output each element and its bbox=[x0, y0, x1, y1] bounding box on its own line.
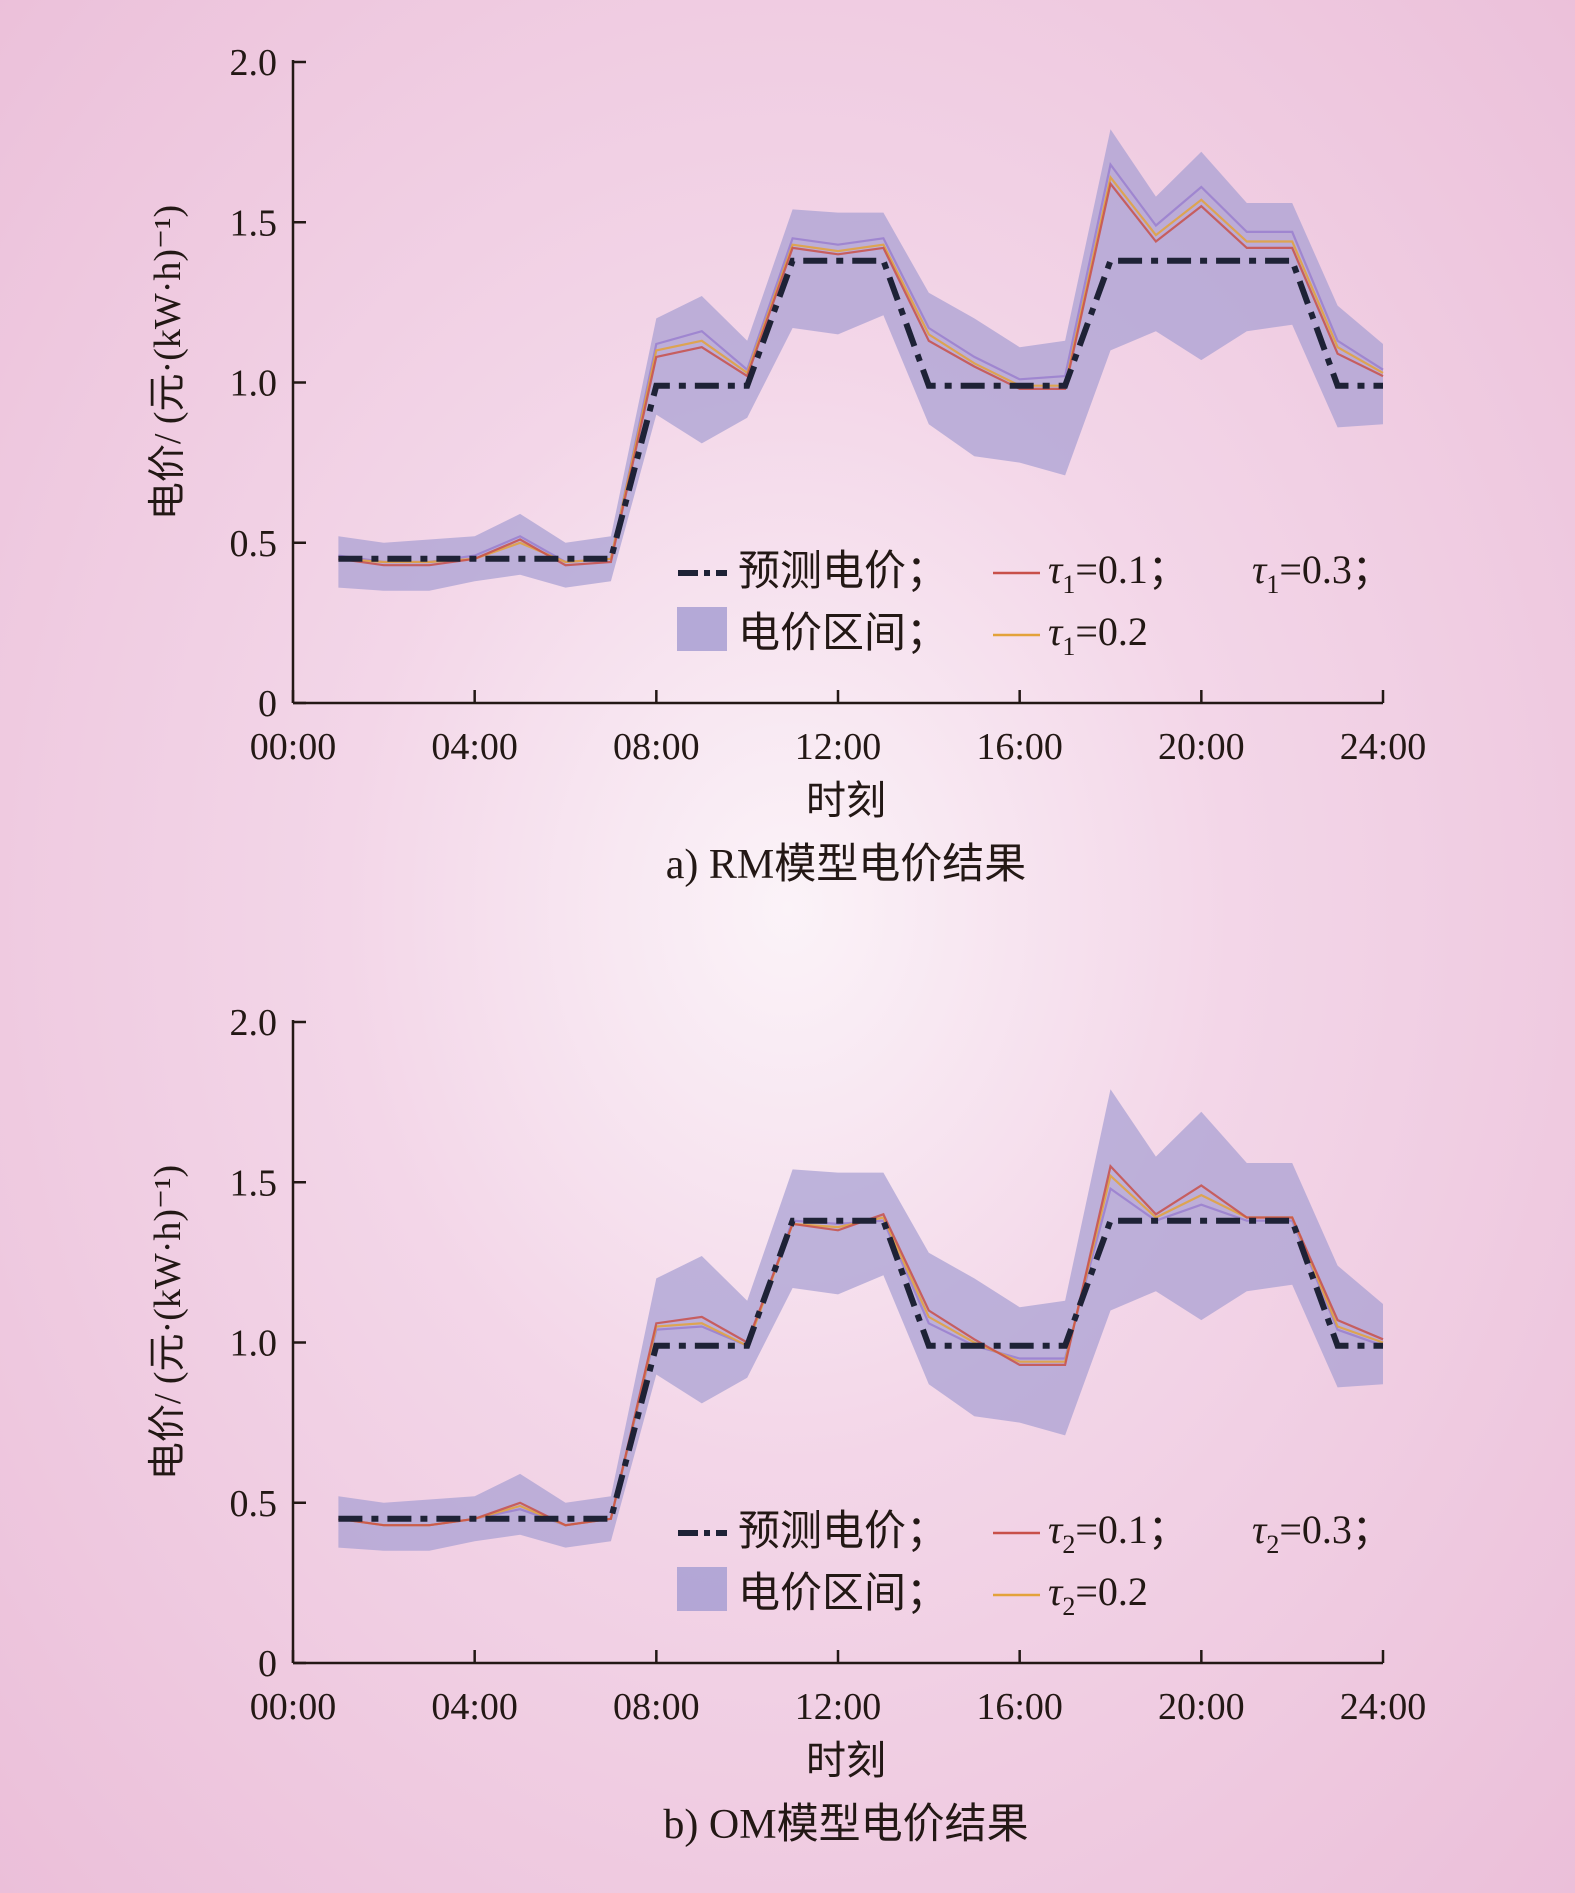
legend-band-label: 电价区间； bbox=[738, 611, 948, 657]
x-tick-label: 24:00 bbox=[1340, 726, 1427, 768]
legend-tau-label-2: τ2=0.2 bbox=[1048, 1569, 1148, 1621]
x-axis-label: 时刻 bbox=[806, 778, 886, 823]
x-tick-label: 04:00 bbox=[431, 1686, 518, 1728]
x-tick-label: 08:00 bbox=[613, 1686, 700, 1728]
y-tick-label: 0.5 bbox=[230, 523, 278, 565]
legend-tau-label-2: τ1=0.2 bbox=[1048, 609, 1148, 661]
tau-series-line-2 bbox=[338, 174, 1384, 564]
x-tick-label: 00:00 bbox=[250, 726, 337, 768]
y-tick-label: 0.5 bbox=[230, 1483, 278, 1525]
y-axis-label: 电价/ (元·(kW·h)⁻¹) bbox=[147, 205, 189, 520]
chart-panel-a: 0 0.5 1.0 1.5 2.0 00:00 04:00 08:00 12:00 16:00 20… bbox=[147, 42, 1426, 888]
x-tick-label: 20:00 bbox=[1158, 726, 1245, 768]
x-tick-label: 12:00 bbox=[795, 726, 882, 768]
forecast-price-line bbox=[338, 1217, 1383, 1522]
chart-caption: a) RM模型电价结果 bbox=[666, 842, 1027, 888]
y-tick-label: 0 bbox=[258, 1643, 277, 1685]
y-tick-label: 2.0 bbox=[230, 42, 278, 84]
legend-tau-label-1: τ2=0.1； bbox=[1048, 1507, 1188, 1559]
forecast-price-line bbox=[338, 257, 1383, 562]
x-tick-label: 16:00 bbox=[976, 726, 1063, 768]
x-axis-label: 时刻 bbox=[806, 1738, 886, 1783]
legend-forecast-label: 预测电价； bbox=[738, 549, 948, 595]
x-tick-label: 12:00 bbox=[795, 1686, 882, 1728]
y-tick-label: 1.5 bbox=[230, 202, 278, 244]
tau-series-line-3 bbox=[338, 161, 1384, 564]
x-tick-label: 04:00 bbox=[431, 726, 518, 768]
y-tick-label: 1.0 bbox=[230, 1323, 278, 1365]
y-tick-label: 0 bbox=[258, 683, 277, 725]
legend-band-swatch bbox=[677, 1567, 727, 1611]
legend-tau-label-1: τ1=0.1； bbox=[1048, 547, 1188, 599]
y-tick-label: 1.0 bbox=[230, 363, 278, 405]
x-tick-label: 16:00 bbox=[976, 1686, 1063, 1728]
legend-band-swatch bbox=[677, 607, 727, 651]
tau-series-line-1 bbox=[338, 181, 1384, 567]
x-tick-label: 24:00 bbox=[1340, 1686, 1427, 1728]
legend-tau-label-3: τ1=0.3； bbox=[1252, 547, 1392, 599]
y-axis-label: 电价/ (元·(kW·h)⁻¹) bbox=[147, 1165, 189, 1480]
legend-band-label: 电价区间； bbox=[738, 1571, 948, 1617]
chart-panel-b: 0 0.5 1.0 1.5 2.0 00:00 04:00 08:00 12:00 16:00 20… bbox=[147, 1002, 1426, 1848]
y-tick-label: 2.0 bbox=[230, 1002, 278, 1044]
y-tick-label: 1.5 bbox=[230, 1162, 278, 1204]
x-tick-label: 08:00 bbox=[613, 726, 700, 768]
chart-caption: b) OM模型电价结果 bbox=[663, 1802, 1028, 1848]
x-tick-label: 20:00 bbox=[1158, 1686, 1245, 1728]
x-tick-label: 00:00 bbox=[250, 1686, 337, 1728]
price-band-area bbox=[338, 129, 1383, 591]
legend-forecast-label: 预测电价； bbox=[738, 1509, 948, 1555]
price-band-area bbox=[338, 1089, 1383, 1551]
legend-tau-label-3: τ2=0.3； bbox=[1252, 1507, 1392, 1559]
